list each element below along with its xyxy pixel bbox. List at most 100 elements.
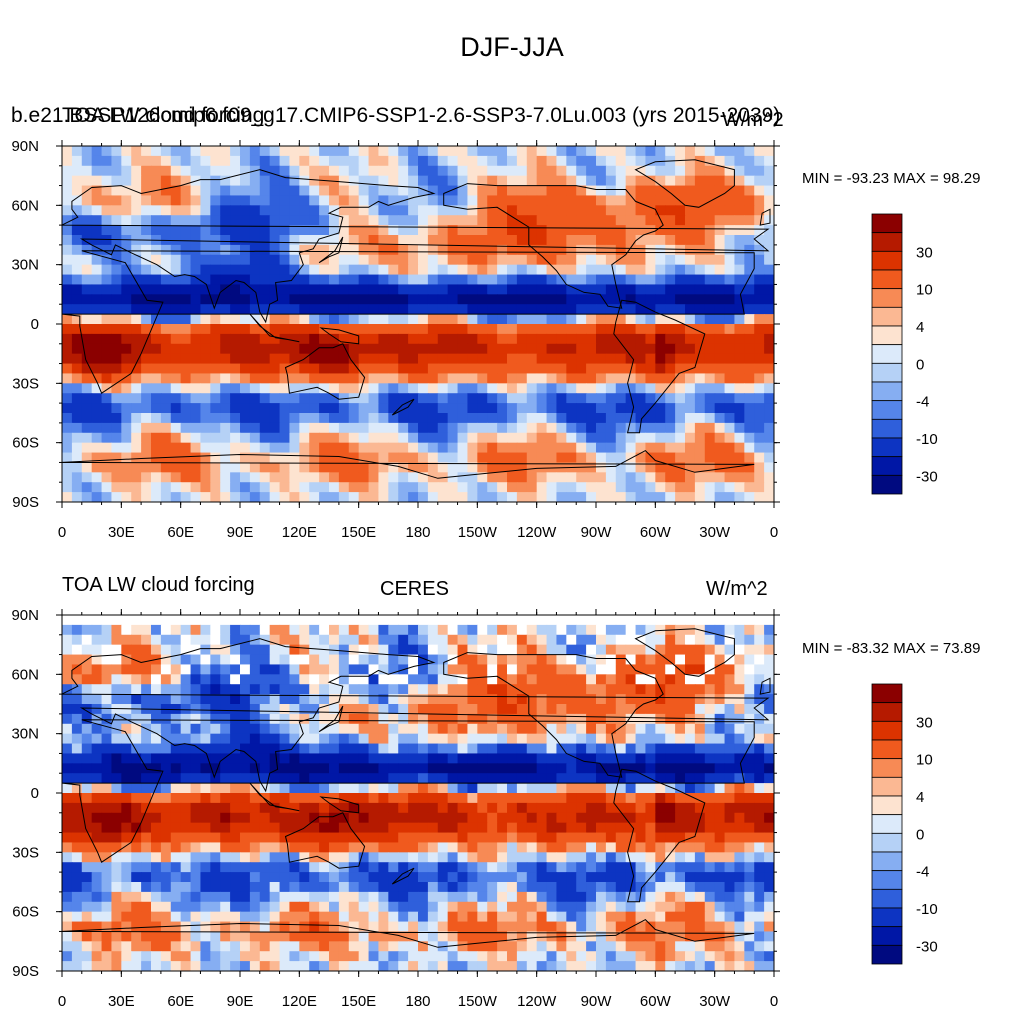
field-cell bbox=[754, 244, 765, 256]
field-cell bbox=[665, 393, 676, 404]
field-cell bbox=[289, 713, 300, 725]
field-cell bbox=[160, 822, 172, 834]
field-cell bbox=[368, 901, 380, 913]
field-cell bbox=[546, 235, 558, 246]
field-cell bbox=[665, 684, 676, 695]
field-cell bbox=[269, 244, 281, 256]
field-cell bbox=[131, 432, 142, 444]
field-cell bbox=[516, 852, 528, 863]
field-cell bbox=[141, 822, 152, 834]
field-cell bbox=[744, 492, 755, 502]
field-cell bbox=[714, 694, 726, 705]
field-cell bbox=[131, 442, 142, 454]
field-cell bbox=[418, 343, 429, 355]
field-cell bbox=[625, 644, 637, 656]
field-cell bbox=[497, 723, 508, 735]
field-cell bbox=[220, 802, 231, 814]
field-cell bbox=[210, 235, 221, 246]
field-cell bbox=[536, 644, 548, 656]
field-cell bbox=[240, 615, 251, 626]
field-cell bbox=[210, 205, 221, 216]
field-cell bbox=[418, 644, 429, 656]
field-cell bbox=[111, 872, 122, 883]
field-cell bbox=[596, 684, 607, 695]
field-cell bbox=[210, 832, 221, 844]
field-cell bbox=[91, 793, 103, 804]
field-cell bbox=[200, 634, 211, 646]
field-cell bbox=[605, 284, 617, 295]
field-cell bbox=[388, 185, 399, 197]
field-cell bbox=[437, 882, 449, 893]
field-cell bbox=[348, 442, 360, 454]
field-cell bbox=[230, 911, 241, 923]
field-cell bbox=[447, 403, 459, 414]
field-cell bbox=[111, 624, 122, 636]
field-cell bbox=[210, 615, 221, 626]
field-cell bbox=[81, 482, 93, 493]
field-cell bbox=[675, 165, 686, 177]
field-cell bbox=[319, 165, 330, 177]
field-cell bbox=[754, 274, 765, 286]
field-cell bbox=[665, 733, 676, 745]
field-cell bbox=[338, 684, 350, 695]
field-cell bbox=[289, 343, 300, 355]
field-cell bbox=[605, 215, 617, 226]
field-cell bbox=[121, 442, 132, 454]
coastline bbox=[634, 159, 735, 208]
field-cell bbox=[151, 492, 162, 502]
field-cell bbox=[418, 472, 429, 483]
colorbar-swatch bbox=[871, 213, 903, 234]
field-cell bbox=[625, 773, 637, 784]
field-cell bbox=[605, 146, 617, 157]
field-cell bbox=[180, 403, 192, 414]
field-cell bbox=[576, 664, 587, 675]
field-cell bbox=[91, 694, 103, 705]
field-cell bbox=[734, 674, 745, 685]
field-cell bbox=[210, 393, 221, 404]
field-cell bbox=[605, 185, 617, 197]
field-cell bbox=[319, 452, 330, 464]
field-cell bbox=[526, 802, 538, 814]
field-cell bbox=[71, 634, 83, 646]
field-cell bbox=[625, 694, 637, 705]
field-cell bbox=[467, 634, 478, 646]
field-cell bbox=[625, 793, 637, 804]
field-cell bbox=[754, 314, 765, 325]
field-cell bbox=[408, 324, 419, 335]
field-cell bbox=[596, 812, 607, 824]
field-cell bbox=[230, 294, 241, 305]
field-cell bbox=[457, 343, 469, 355]
field-cell bbox=[714, 314, 726, 325]
field-cell bbox=[427, 901, 439, 913]
field-cell bbox=[526, 615, 538, 626]
field-cell bbox=[378, 472, 389, 483]
field-cell bbox=[91, 862, 103, 873]
field-cell bbox=[507, 812, 518, 824]
field-cell bbox=[368, 812, 380, 824]
field-cell bbox=[556, 842, 567, 853]
field-cell bbox=[516, 733, 528, 745]
field-cell bbox=[487, 901, 498, 913]
field-cell bbox=[675, 264, 686, 276]
field-cell bbox=[299, 324, 310, 335]
field-cell bbox=[694, 422, 706, 434]
field-cell bbox=[220, 432, 231, 444]
field-cell bbox=[81, 634, 93, 646]
field-cell bbox=[685, 244, 696, 256]
field-cell bbox=[289, 304, 300, 315]
field-cell bbox=[170, 911, 182, 923]
field-cell bbox=[477, 882, 488, 893]
field-cell bbox=[566, 664, 577, 675]
field-cell bbox=[516, 891, 528, 903]
field-cell bbox=[71, 333, 83, 345]
field-cell bbox=[655, 634, 666, 646]
field-cell bbox=[704, 674, 716, 685]
field-cell bbox=[299, 472, 310, 483]
field-cell bbox=[714, 195, 726, 206]
field-cell bbox=[566, 624, 577, 636]
field-cell bbox=[210, 492, 221, 502]
field-cell bbox=[131, 822, 142, 834]
field-cell bbox=[259, 363, 271, 375]
field-cell bbox=[605, 452, 617, 464]
field-cell bbox=[299, 842, 310, 853]
